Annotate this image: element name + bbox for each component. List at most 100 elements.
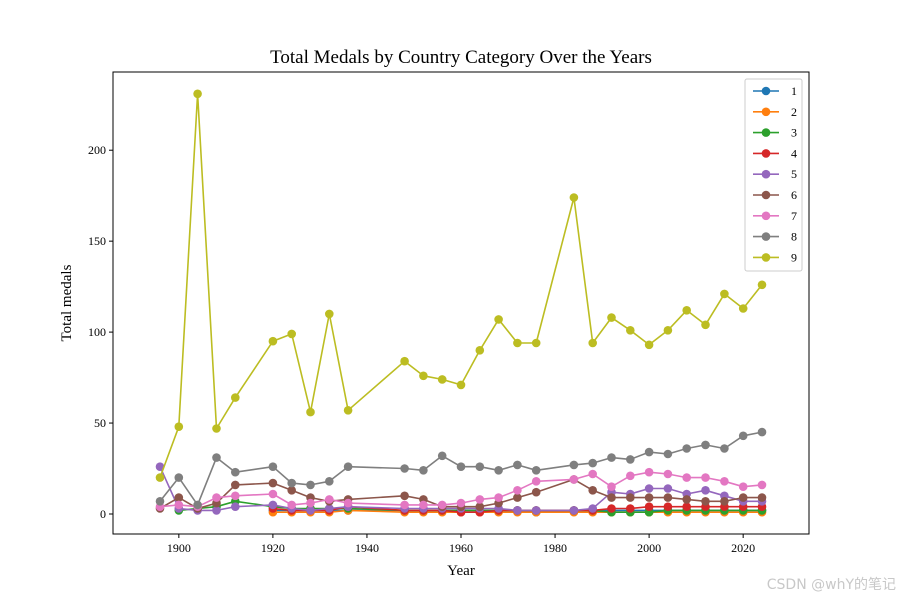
data-point-9 (701, 320, 710, 330)
legend-marker-2 (761, 107, 771, 117)
data-point-8 (325, 477, 334, 486)
data-point-6 (720, 497, 729, 506)
data-point-8 (456, 462, 466, 472)
x-tick-label: 1900 (167, 541, 191, 555)
legend-item: 5 (753, 167, 797, 181)
data-point-7 (456, 498, 466, 508)
x-tick-label: 2020 (731, 541, 755, 555)
data-point-7 (212, 493, 221, 502)
data-point-8 (155, 497, 165, 506)
data-point-9 (531, 338, 541, 348)
data-point-9 (155, 473, 165, 482)
data-point-7 (343, 498, 353, 508)
data-point-9 (268, 336, 278, 346)
data-point-5 (325, 504, 334, 513)
data-point-5 (268, 500, 278, 510)
data-point-5 (155, 462, 165, 472)
legend-marker-3 (761, 128, 771, 137)
data-point-8 (588, 458, 597, 468)
data-point-7 (588, 469, 597, 479)
x-axis-ticks: 1900 1920 1940 1960 1980 2000 2020 (167, 534, 755, 555)
chart-title: Total Medals by Country Category Over th… (270, 47, 652, 68)
legend-label: 9 (791, 250, 797, 264)
data-point-9 (607, 313, 616, 322)
data-point-8 (663, 449, 673, 459)
data-point-5 (231, 502, 240, 512)
data-point-7 (531, 477, 541, 486)
x-tick-label: 2000 (637, 541, 661, 555)
legend-item: 4 (753, 146, 797, 160)
data-point-7 (626, 471, 635, 481)
series-8 (155, 427, 767, 510)
data-point-8 (531, 466, 541, 475)
data-point-8 (720, 444, 729, 453)
data-point-6 (588, 486, 597, 495)
data-point-8 (268, 462, 278, 472)
data-point-9 (475, 346, 485, 355)
series-9 (155, 89, 767, 482)
legend-marker-8 (761, 232, 771, 241)
data-point-9 (682, 306, 691, 315)
data-point-6 (682, 495, 691, 504)
data-point-9 (419, 371, 428, 381)
data-point-7 (475, 495, 485, 504)
legend-item: 3 (753, 126, 797, 140)
y-tick-label: 150 (88, 234, 106, 248)
data-point-8 (419, 466, 428, 475)
data-point-7 (701, 473, 710, 482)
data-point-8 (231, 467, 240, 477)
data-point-4 (663, 502, 673, 512)
data-point-5 (212, 506, 221, 515)
data-point-6 (738, 493, 748, 502)
data-point-5 (644, 484, 654, 493)
data-point-7 (569, 475, 579, 484)
x-tick-label: 1980 (543, 541, 567, 555)
y-tick-label: 0 (100, 507, 106, 521)
data-point-8 (644, 447, 654, 457)
data-point-8 (174, 473, 184, 482)
data-point-7 (513, 486, 522, 495)
data-point-7 (682, 473, 691, 482)
legend-item: 2 (753, 105, 797, 119)
data-point-9 (437, 375, 447, 384)
data-point-8 (437, 451, 447, 461)
data-point-7 (419, 500, 428, 510)
data-point-7 (306, 498, 315, 508)
legend-label: 8 (791, 230, 797, 244)
data-point-8 (513, 460, 522, 470)
legend-label: 4 (791, 146, 797, 160)
data-point-5 (306, 506, 315, 515)
data-point-8 (287, 478, 297, 488)
data-point-6 (757, 493, 767, 502)
data-point-9 (494, 315, 503, 324)
legend-label: 7 (791, 209, 797, 223)
data-point-9 (456, 380, 466, 390)
data-point-4 (644, 502, 654, 512)
data-point-7 (174, 500, 184, 510)
data-point-9 (588, 338, 597, 348)
data-point-8 (701, 440, 710, 450)
y-tick-label: 100 (88, 325, 106, 339)
data-point-7 (663, 469, 673, 479)
data-point-8 (626, 455, 635, 464)
legend-item: 1 (753, 84, 797, 98)
legend-marker-9 (761, 253, 771, 262)
data-point-9 (287, 329, 297, 339)
legend-item: 7 (753, 209, 797, 223)
data-point-9 (513, 338, 522, 348)
x-tick-label: 1940 (355, 541, 379, 555)
data-point-7 (231, 491, 240, 501)
data-point-6 (174, 493, 184, 502)
data-point-8 (212, 453, 221, 462)
data-point-9 (644, 340, 654, 350)
y-tick-label: 50 (94, 416, 106, 430)
data-point-9 (757, 280, 767, 290)
data-point-7 (287, 500, 297, 510)
data-point-9 (400, 356, 409, 366)
data-point-6 (231, 480, 240, 490)
legend-label: 2 (791, 105, 797, 119)
data-point-9 (720, 289, 729, 299)
data-point-4 (607, 504, 616, 513)
data-point-8 (757, 427, 767, 437)
